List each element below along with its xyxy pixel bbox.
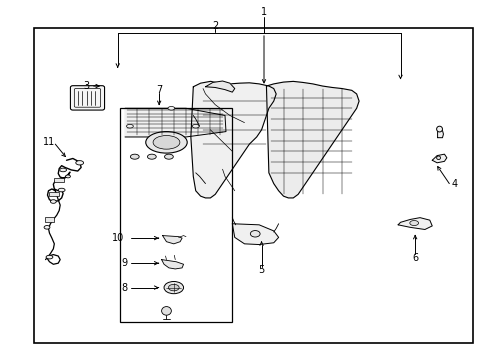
Ellipse shape — [436, 156, 440, 159]
Text: 3: 3 — [83, 81, 89, 91]
Polygon shape — [205, 81, 234, 92]
Ellipse shape — [145, 132, 187, 153]
Ellipse shape — [164, 154, 173, 159]
Polygon shape — [162, 235, 182, 244]
Bar — [54, 178, 64, 182]
Polygon shape — [397, 218, 431, 229]
Text: 8: 8 — [121, 283, 127, 293]
Ellipse shape — [161, 307, 171, 315]
Polygon shape — [437, 131, 443, 138]
Ellipse shape — [250, 230, 260, 237]
Ellipse shape — [436, 126, 442, 132]
Polygon shape — [161, 260, 183, 269]
Ellipse shape — [192, 125, 199, 128]
Ellipse shape — [147, 154, 156, 159]
Text: 7: 7 — [156, 85, 162, 95]
Ellipse shape — [130, 154, 139, 159]
Polygon shape — [125, 108, 225, 137]
Ellipse shape — [76, 161, 83, 165]
Ellipse shape — [167, 107, 174, 110]
Text: 6: 6 — [411, 253, 417, 263]
Bar — [34, 28, 472, 343]
Ellipse shape — [168, 284, 179, 291]
Bar — [44, 217, 54, 222]
Ellipse shape — [46, 255, 53, 259]
Bar — [120, 108, 232, 321]
Polygon shape — [431, 154, 446, 163]
Text: 2: 2 — [212, 21, 218, 31]
Ellipse shape — [44, 226, 50, 229]
Polygon shape — [190, 81, 276, 198]
Ellipse shape — [60, 168, 66, 172]
Text: 9: 9 — [121, 258, 127, 268]
Text: 11: 11 — [43, 137, 56, 147]
Ellipse shape — [126, 125, 133, 128]
Ellipse shape — [50, 200, 56, 203]
Ellipse shape — [409, 221, 418, 226]
FancyBboxPatch shape — [70, 86, 104, 110]
Polygon shape — [232, 224, 278, 244]
Ellipse shape — [58, 188, 65, 192]
Text: 4: 4 — [450, 179, 456, 189]
Text: 5: 5 — [258, 265, 264, 275]
Polygon shape — [266, 81, 358, 198]
Ellipse shape — [153, 135, 180, 149]
Text: 1: 1 — [261, 7, 266, 17]
Ellipse shape — [65, 175, 70, 178]
Ellipse shape — [163, 282, 183, 294]
Text: 10: 10 — [112, 233, 124, 243]
Bar — [49, 192, 59, 197]
